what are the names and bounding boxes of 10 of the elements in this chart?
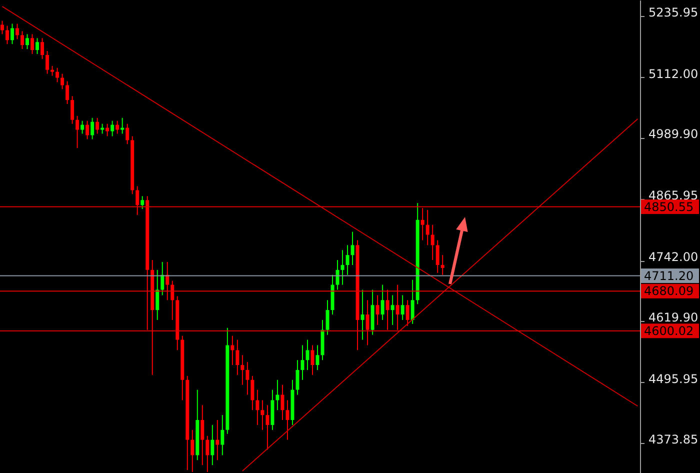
y-tick-label: 4989.90 [648,127,698,142]
ref-line-label: 4711.20 [644,268,694,283]
y-tick-label: 5235.95 [648,5,698,20]
y-tick-label: 4495.95 [648,372,698,386]
ref-line-label: 4600.02 [644,324,694,338]
y-tick-label: 5112.00 [648,66,698,81]
y-tick-label: 4619.90 [648,310,698,324]
ref-line-label: 4680.09 [644,284,694,298]
y-tick-label: 4742.00 [648,250,698,264]
y-tick-label: 4373.85 [648,432,698,446]
